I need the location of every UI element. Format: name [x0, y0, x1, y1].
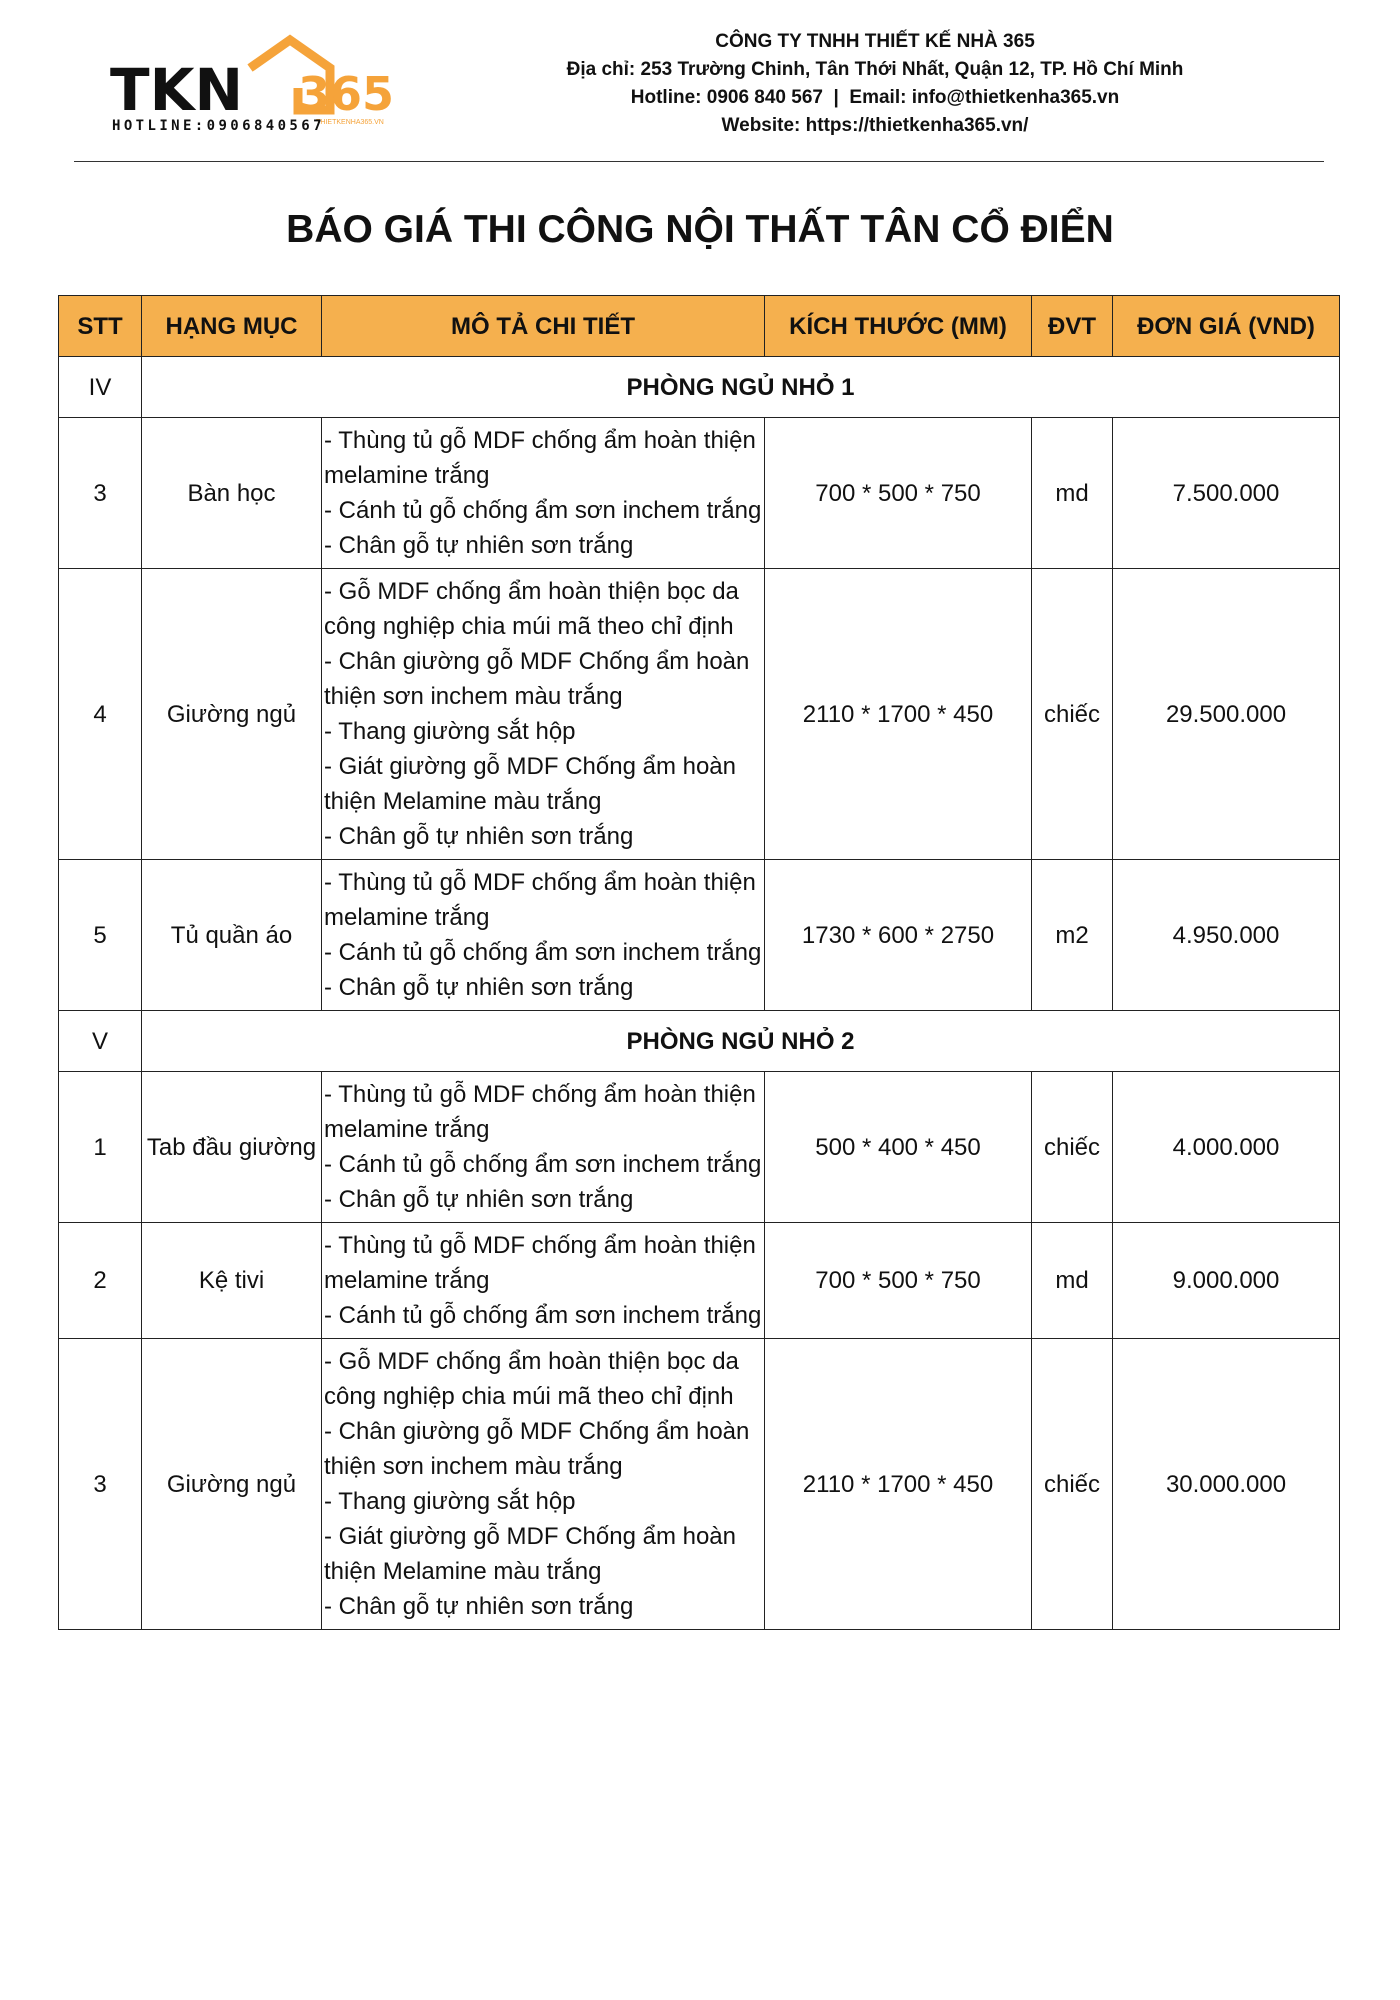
website: Website: https://thietkenha365.vn/	[721, 115, 1029, 136]
item-row: 2 Kệ tivi - Thùng tủ gỗ MDF chống ẩm hoàn …	[58, 1222, 1340, 1339]
description-line: - Giát giường gỗ MDF Chống ẩm hoàn thiện…	[324, 753, 736, 815]
description-line: - Cánh tủ gỗ chống ẩm sơn inchem trắng	[324, 1151, 762, 1178]
price-cell: 29.500.000	[1112, 568, 1340, 860]
item-cell: Giường ngủ	[141, 568, 322, 860]
header-row: STT HẠNG MỤC MÔ TẢ CHI TIẾT KÍCH THƯỚC (MM)…	[58, 295, 1340, 357]
unit-cell: md	[1031, 417, 1113, 569]
description-line: - Giát giường gỗ MDF Chống ẩm hoàn thiện…	[324, 1523, 736, 1585]
description-cell: - Gỗ MDF chống ẩm hoàn thiện bọc da công…	[321, 1338, 765, 1630]
price-cell: 9.000.000	[1112, 1222, 1340, 1339]
header-cell: MÔ TẢ CHI TIẾT	[321, 295, 765, 357]
price-cell: 7.500.000	[1112, 417, 1340, 569]
description-line: - Cánh tủ gỗ chống ẩm sơn inchem trắng	[324, 1302, 762, 1329]
description-cell: - Thùng tủ gỗ MDF chống ẩm hoàn thiện me…	[321, 1222, 765, 1339]
description-line: - Chân gỗ tự nhiên sơn trắng	[324, 1186, 634, 1213]
logo-hotline: HOTLINE:0906840567	[112, 118, 325, 134]
description-cell: - Gỗ MDF chống ẩm hoàn thiện bọc da công…	[321, 568, 765, 860]
table-body: IV PHÒNG NGỦ NHỎ 1 3 Bàn học - Thùng tủ gỗ M…	[58, 356, 1340, 1630]
item-row: 1 Tab đầu giường - Thùng tủ gỗ MDF chống ẩ…	[58, 1071, 1340, 1223]
section-row: IV PHÒNG NGỦ NHỎ 1	[58, 356, 1340, 418]
description-line: - Chân giường gỗ MDF Chống ẩm hoàn thiện…	[324, 1418, 750, 1480]
description-line: - Thùng tủ gỗ MDF chống ẩm hoàn thiện me…	[324, 1232, 756, 1294]
header-cell: ĐƠN GIÁ (VND)	[1112, 295, 1340, 357]
section-row: V PHÒNG NGỦ NHỎ 2	[58, 1010, 1340, 1072]
logo-house	[247, 34, 335, 115]
description-line: - Cánh tủ gỗ chống ẩm sơn inchem trắng	[324, 497, 762, 524]
header-cell: ĐVT	[1031, 295, 1113, 357]
description-line: - Chân gỗ tự nhiên sơn trắng	[324, 532, 634, 559]
description-line: - Chân gỗ tự nhiên sơn trắng	[324, 823, 634, 850]
description-line: - Chân gỗ tự nhiên sơn trắng	[324, 1593, 634, 1620]
description-line: - Thang giường sắt hộp	[324, 718, 576, 745]
address: Địa chỉ: 253 Trường Chinh, Tân Thới Nhất…	[566, 59, 1184, 80]
description-cell: - Thùng tủ gỗ MDF chống ẩm hoàn thiện me…	[321, 859, 765, 1011]
section-cell: PHÒNG NGỦ NHỎ 1	[141, 356, 1340, 418]
item-cell: Giường ngủ	[141, 1338, 322, 1630]
logo: TKN 365 THIETKENHA365.VN HOTLINE:0906840…	[110, 34, 394, 134]
description-cell: - Thùng tủ gỗ MDF chống ẩm hoàn thiện me…	[321, 1071, 765, 1223]
stt-cell: V	[58, 1010, 142, 1072]
unit-cell: md	[1031, 1222, 1113, 1339]
description-line: - Gỗ MDF chống ẩm hoàn thiện bọc da công…	[324, 1348, 739, 1410]
stt-cell: 4	[58, 568, 142, 860]
item-row: 4 Giường ngủ - Gỗ MDF chống ẩm hoàn thiện …	[58, 568, 1340, 860]
description-line: - Thang giường sắt hộp	[324, 1488, 576, 1515]
header-cell: HẠNG MỤC	[141, 295, 322, 357]
item-row: 3 Bàn học - Thùng tủ gỗ MDF chống ẩm hoàn …	[58, 417, 1340, 569]
description-line: - Chân gỗ tự nhiên sơn trắng	[324, 974, 634, 1001]
header-cell: KÍCH THƯỚC (MM)	[764, 295, 1032, 357]
unit-cell: chiếc	[1031, 568, 1113, 860]
description-line: - Thùng tủ gỗ MDF chống ẩm hoàn thiện me…	[324, 869, 756, 931]
size-cell: 500 * 400 * 450	[764, 1071, 1032, 1223]
quote-table: STT HẠNG MỤC MÔ TẢ CHI TIẾT KÍCH THƯỚC (MM)…	[58, 295, 1340, 1630]
logo-brand: TKN	[110, 56, 243, 124]
size-cell: 2110 * 1700 * 450	[764, 1338, 1032, 1630]
item-cell: Tủ quần áo	[141, 859, 322, 1011]
contact: Hotline: 0906 840 567 | Email: info@thie…	[630, 87, 1120, 108]
logo-site: THIETKENHA365.VN	[316, 119, 384, 126]
unit-cell: m2	[1031, 859, 1113, 1011]
divider	[74, 161, 1324, 162]
stt-cell: 2	[58, 1222, 142, 1339]
description-line: - Gỗ MDF chống ẩm hoàn thiện bọc da công…	[324, 578, 739, 640]
title: BÁO GIÁ THI CÔNG NỘI THẤT TÂN CỔ ĐIỂN	[286, 208, 1114, 251]
stt-cell: 3	[58, 417, 142, 569]
item-cell: Tab đầu giường	[141, 1071, 322, 1223]
company-name: CÔNG TY TNHH THIẾT KẾ NHÀ 365	[715, 31, 1035, 52]
item-row: 5 Tủ quần áo - Thùng tủ gỗ MDF chống ẩm ho…	[58, 859, 1340, 1011]
unit-cell: chiếc	[1031, 1338, 1113, 1630]
header-cell: STT	[58, 295, 142, 357]
section-cell: PHÒNG NGỦ NHỎ 2	[141, 1010, 1340, 1072]
size-cell: 2110 * 1700 * 450	[764, 568, 1032, 860]
price-cell: 4.950.000	[1112, 859, 1340, 1011]
item-row: 3 Giường ngủ - Gỗ MDF chống ẩm hoàn thiện …	[58, 1338, 1340, 1630]
item-cell: Bàn học	[141, 417, 322, 569]
company-info: CÔNG TY TNHH THIẾT KẾ NHÀ 365 Địa chỉ: 2…	[500, 28, 1250, 140]
price-cell: 4.000.000	[1112, 1071, 1340, 1223]
description-cell: - Thùng tủ gỗ MDF chống ẩm hoàn thiện me…	[321, 417, 765, 569]
size-cell: 700 * 500 * 750	[764, 1222, 1032, 1339]
stt-cell: 3	[58, 1338, 142, 1630]
description-line: - Chân giường gỗ MDF Chống ẩm hoàn thiện…	[324, 648, 750, 710]
stt-cell: 5	[58, 859, 142, 1011]
size-cell: 700 * 500 * 750	[764, 417, 1032, 569]
item-cell: Kệ tivi	[141, 1222, 322, 1339]
size-cell: 1730 * 600 * 2750	[764, 859, 1032, 1011]
stt-cell: IV	[58, 356, 142, 418]
description-line: - Cánh tủ gỗ chống ẩm sơn inchem trắng	[324, 939, 762, 966]
description-line: - Thùng tủ gỗ MDF chống ẩm hoàn thiện me…	[324, 1081, 756, 1143]
price-cell: 30.000.000	[1112, 1338, 1340, 1630]
stt-cell: 1	[58, 1071, 142, 1223]
unit-cell: chiếc	[1031, 1071, 1113, 1223]
logo-number: 365	[298, 67, 394, 121]
description-line: - Thùng tủ gỗ MDF chống ẩm hoàn thiện me…	[324, 427, 756, 489]
